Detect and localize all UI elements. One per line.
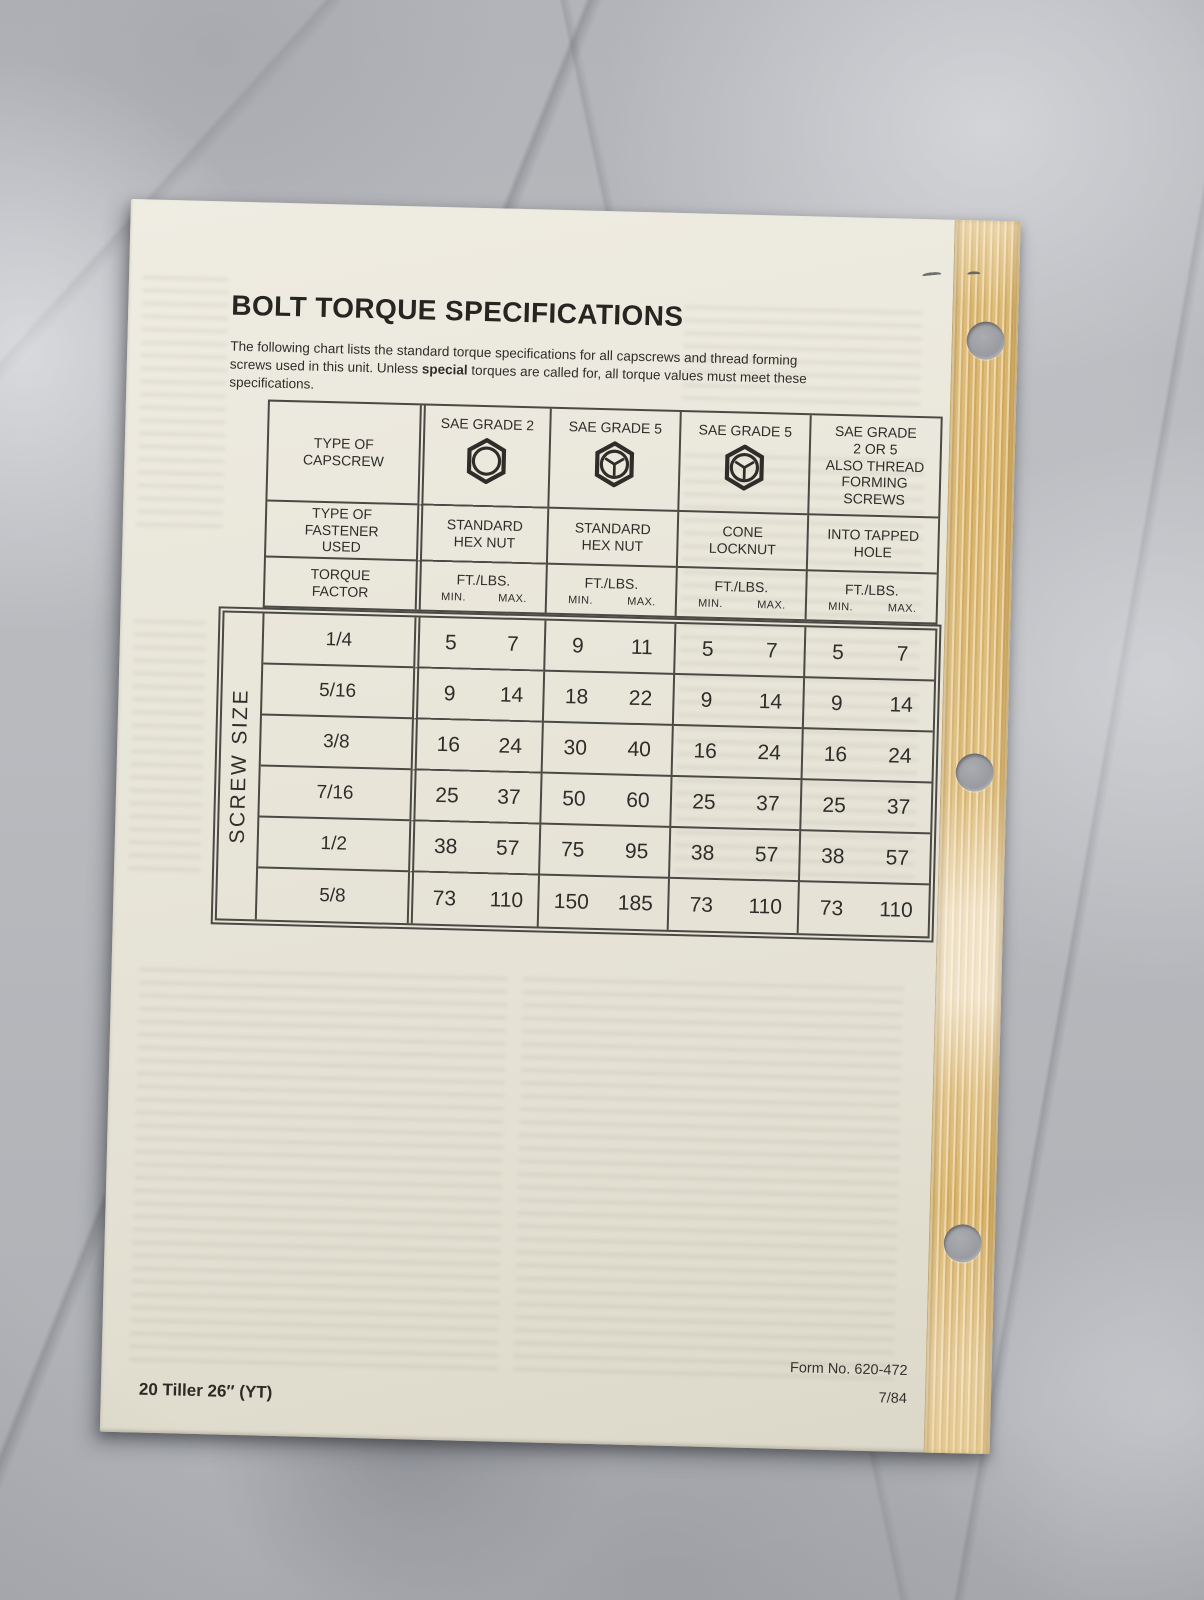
- min-label: MIN.: [567, 593, 594, 607]
- ghost-print-bleed: [127, 619, 207, 881]
- intro-line2-bold: special: [421, 361, 468, 378]
- col-sae-grade-2: SAE GRADE 2: [417, 405, 550, 509]
- table-cell: 38 57: [408, 821, 540, 876]
- table-cell: 150 185: [536, 875, 668, 930]
- hex-head-three-line-icon: [594, 440, 635, 488]
- ghost-print-bleed: [136, 275, 230, 538]
- page-footer-model: 20 Tiller 26″ (YT): [138, 1379, 273, 1402]
- max-label: MAX.: [627, 595, 656, 609]
- punch-hole-middle: [955, 753, 995, 793]
- corner-type-of-capscrew: TYPE OF CAPSCREW: [267, 401, 420, 506]
- grade-title: SAE GRADE 5: [698, 421, 793, 440]
- punch-hole-top: [966, 321, 1006, 361]
- screw-size-value: 1/4: [263, 613, 415, 669]
- table-cell: 30 40: [540, 722, 672, 777]
- table-cell: 25 37: [799, 780, 932, 835]
- unit-label: FT./LBS.: [844, 581, 899, 599]
- page-title: BOLT TORQUE SPECIFICATIONS: [230, 289, 684, 333]
- screw-size-value: 1/2: [258, 817, 410, 873]
- table-cell: 18 22: [541, 671, 674, 726]
- ghost-print-bleed: [513, 977, 904, 1387]
- unit-label: FT./LBS.: [456, 571, 511, 589]
- col-sae-grade-2-or-5: SAE GRADE 2 OR 5 ALSO THREAD FORMING SCR…: [807, 415, 941, 519]
- unit-label: FT./LBS.: [584, 574, 639, 592]
- col-sae-grade-5-hexnut: SAE GRADE 5: [547, 408, 680, 512]
- table-cell: 38 57: [797, 831, 931, 886]
- min-label: MIN.: [697, 597, 724, 610]
- hex-head-plain-icon: [466, 437, 507, 485]
- fastener-cell: CONE LOCKNUT: [675, 511, 808, 572]
- table-cell: 16 24: [670, 725, 802, 781]
- corner-type-of-fastener: TYPE OF FASTENER USED: [265, 501, 418, 562]
- max-label: MAX.: [498, 592, 527, 605]
- screw-size-value: 7/16: [259, 766, 411, 822]
- screw-size-value: 5/8: [318, 884, 346, 907]
- punch-hole-bottom: [943, 1223, 983, 1263]
- unit-cell: FT./LBS. MIN. MAX.: [544, 564, 676, 616]
- max-label: MAX.: [757, 598, 786, 612]
- torque-table-header: TYPE OF CAPSCREW SAE GRADE 2 SAE GRADE 5…: [262, 399, 943, 625]
- unit-cell: FT./LBS. MIN. MAX.: [674, 567, 806, 620]
- ghost-print-bleed: [129, 967, 508, 1377]
- table-cell: 25 37: [669, 776, 801, 832]
- col-sae-grade-5-locknut: SAE GRADE 5: [677, 411, 810, 516]
- unit-label: FT./LBS.: [714, 577, 769, 596]
- table-cell: 16 24: [800, 729, 933, 784]
- table-cell: 50 60: [539, 773, 671, 828]
- min-label: MIN.: [828, 600, 854, 614]
- table-cell: 73 110: [406, 872, 539, 927]
- grade-title: SAE GRADE 5: [568, 418, 663, 437]
- min-label: MIN.: [440, 590, 467, 604]
- fastener-cell: STANDARD HEX NUT: [415, 505, 548, 565]
- table-cell: 16 24: [410, 719, 542, 774]
- screw-size-value: 5/16: [261, 664, 414, 720]
- table-cell: 9 14: [411, 668, 544, 723]
- table-cell: 9 14: [671, 674, 804, 730]
- table-cell: 75 95: [538, 824, 670, 879]
- grade-title: SAE GRADE 2 OR 5 ALSO THREAD FORMING SCR…: [825, 422, 925, 508]
- manual-page: BOLT TORQUE SPECIFICATIONS The following…: [99, 199, 1021, 1455]
- table-cell: 73 110: [796, 882, 929, 937]
- binding-strip: [923, 219, 1021, 1455]
- unit-cell: FT./LBS. MIN. MAX.: [804, 571, 937, 623]
- screw-size-value: 3/8: [260, 715, 412, 771]
- table-cell: 73 110: [666, 878, 798, 934]
- unit-cell: FT./LBS. MIN. MAX.: [414, 561, 546, 613]
- fastener-cell: INTO TAPPED HOLE: [805, 515, 939, 575]
- table-cell: 25 37: [409, 770, 541, 825]
- grade-title: SAE GRADE 2: [440, 414, 535, 434]
- fastener-cell: STANDARD HEX NUT: [545, 508, 678, 568]
- page-footer-form: Form No. 620-472 7/84: [667, 1351, 908, 1413]
- corner-torque-factor: TORQUE FACTOR: [310, 565, 371, 601]
- table-cell: 9 11: [543, 620, 675, 675]
- max-label: MAX.: [887, 602, 917, 615]
- table-cell: 9 14: [801, 678, 935, 733]
- intro-paragraph: The following chart lists the standard t…: [229, 338, 898, 409]
- table-cell: 38 57: [667, 827, 800, 883]
- pen-mark: [922, 271, 942, 279]
- hex-head-three-line-icon: [724, 444, 765, 491]
